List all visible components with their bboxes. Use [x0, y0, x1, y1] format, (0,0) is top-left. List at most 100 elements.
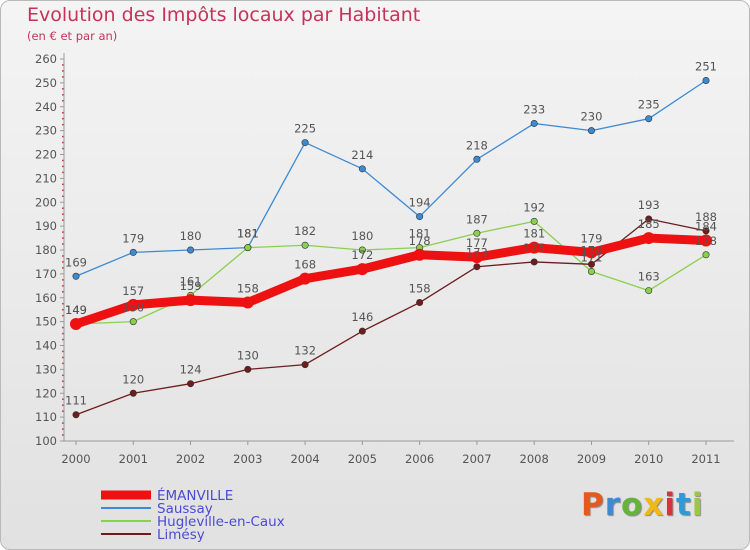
y-minor-tick [62, 64, 64, 66]
data-point [244, 244, 252, 252]
data-point [587, 260, 595, 268]
x-tick-label: 2002 [176, 452, 205, 466]
data-label: 193 [638, 198, 660, 212]
data-point [585, 246, 598, 259]
y-tick-label: 220 [35, 148, 57, 162]
data-label: 168 [294, 258, 316, 272]
y-minor-tick [62, 123, 64, 126]
x-tick-label: 2008 [520, 452, 549, 466]
y-minor-tick [62, 398, 64, 400]
data-label: 171 [580, 250, 602, 264]
data-label: 194 [409, 196, 431, 210]
legend-label: Saussay [157, 501, 213, 517]
y-minor-tick [62, 183, 64, 186]
y-minor-tick [62, 422, 64, 424]
x-tick-label: 2004 [290, 452, 319, 466]
data-point [530, 119, 538, 127]
data-label: 188 [695, 210, 717, 224]
data-label: 179 [122, 231, 144, 245]
series-line-2 [75, 79, 707, 277]
data-label: 251 [695, 59, 717, 73]
chart-subtitle: (en € et par an) [27, 29, 118, 43]
y-tick-label: 250 [35, 76, 57, 90]
data-point [129, 318, 137, 326]
y-minor-tick [62, 326, 64, 329]
data-label: 158 [237, 282, 259, 296]
y-minor-tick [62, 267, 64, 269]
y-minor-tick [62, 88, 64, 90]
data-label: 158 [409, 282, 431, 296]
data-point [301, 139, 309, 147]
y-tick-label: 160 [35, 291, 57, 305]
y-tick-label: 140 [35, 339, 57, 353]
y-minor-tick [62, 350, 64, 353]
y-minor-tick [62, 76, 64, 78]
data-label: 132 [294, 344, 316, 358]
data-point [358, 165, 366, 173]
y-minor-tick [62, 285, 64, 287]
y-minor-tick [62, 308, 64, 311]
y-minor-tick [62, 195, 64, 198]
data-label: 187 [466, 212, 488, 226]
data-point [301, 241, 309, 249]
logo-letter: t [675, 487, 692, 523]
series-line-4 [75, 218, 707, 416]
data-label: 184 [695, 219, 717, 233]
y-minor-tick [62, 165, 64, 168]
logo-letter: o [621, 487, 644, 523]
y-minor-tick [62, 189, 64, 192]
data-label: 175 [523, 241, 545, 255]
data-label: 172 [351, 248, 373, 262]
data-label: 233 [523, 102, 545, 116]
data-label: 180 [351, 229, 373, 243]
data-label: 181 [409, 227, 431, 241]
y-minor-tick [62, 141, 64, 144]
data-point [416, 299, 424, 307]
proxiti-logo: Proxiti [581, 487, 703, 523]
data-point [416, 213, 424, 221]
y-minor-tick [62, 207, 64, 209]
logo-letter: x [643, 487, 665, 523]
data-point [70, 318, 82, 331]
y-tick-label: 100 [35, 434, 57, 448]
data-label: 149 [65, 303, 87, 317]
data-label: 182 [294, 224, 316, 238]
y-minor-tick [62, 380, 64, 383]
y-tick-label: 240 [35, 100, 57, 114]
data-label: 185 [638, 217, 660, 231]
x-tick-label: 2005 [348, 452, 377, 466]
data-point [702, 251, 710, 259]
data-label: 149 [65, 303, 87, 317]
data-label: 173 [466, 246, 488, 260]
data-label: 180 [180, 229, 202, 243]
data-label: 177 [466, 236, 488, 250]
y-minor-tick [62, 302, 64, 305]
y-minor-tick [62, 386, 64, 389]
y-tick-label: 230 [35, 124, 57, 138]
logo-letter: i [691, 487, 704, 523]
y-minor-tick [62, 374, 64, 377]
y-tick-label: 210 [35, 171, 57, 185]
y-minor-tick [62, 159, 64, 162]
data-point [702, 76, 710, 84]
y-minor-tick [62, 428, 64, 430]
y-minor-tick [62, 94, 64, 96]
data-point [530, 258, 538, 266]
data-label: 163 [638, 270, 660, 284]
data-label: 178 [409, 234, 431, 248]
y-tick-label: 180 [35, 243, 57, 257]
y-minor-tick [62, 231, 64, 233]
data-point [473, 263, 481, 271]
y-tick-label: 200 [35, 195, 57, 209]
data-point [587, 127, 595, 135]
data-point [129, 389, 137, 397]
data-point [129, 248, 137, 256]
y-minor-tick [62, 279, 64, 281]
data-point [72, 272, 80, 280]
data-point [358, 246, 366, 254]
y-minor-tick [62, 70, 64, 72]
data-point [473, 155, 481, 163]
y-tick-label: 150 [35, 315, 57, 329]
data-point [244, 365, 252, 373]
data-label: 218 [466, 138, 488, 152]
